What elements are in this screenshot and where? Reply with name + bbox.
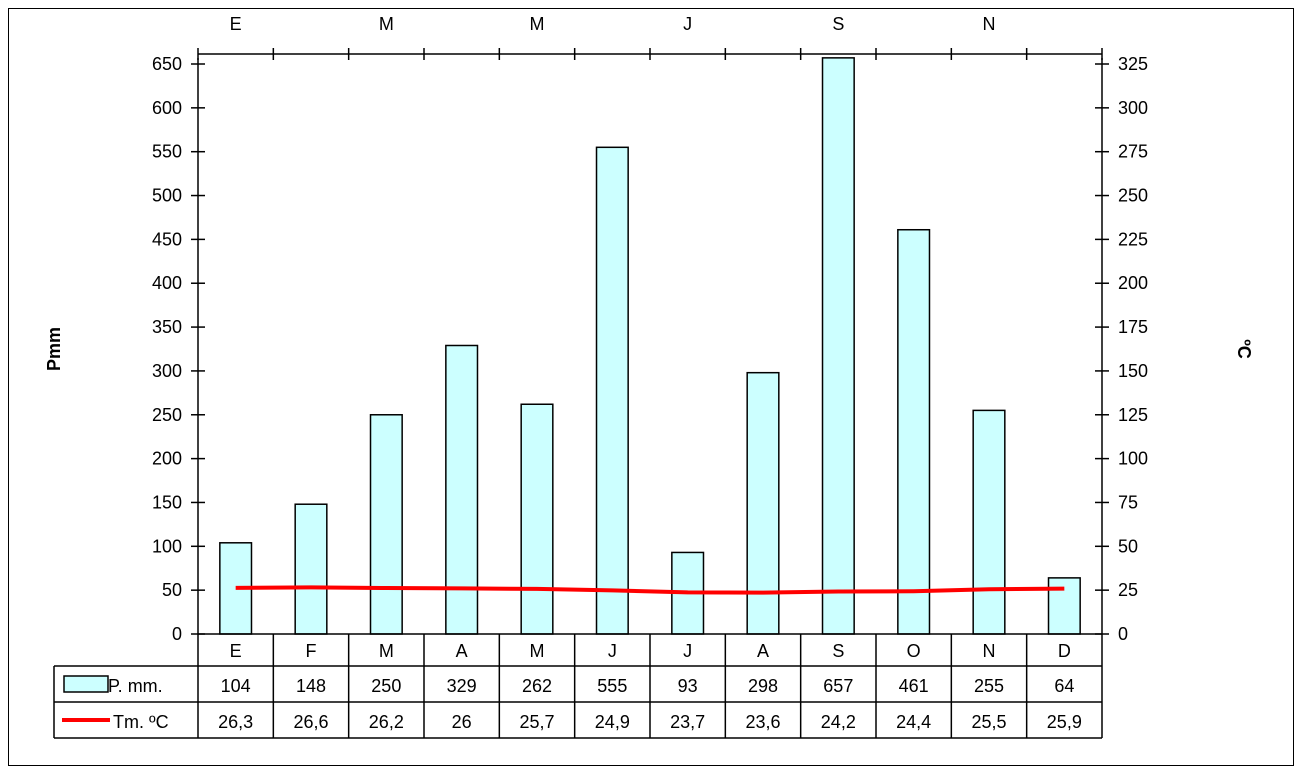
temp-value-cell: 25,9 bbox=[1047, 712, 1082, 732]
right-tick-label: 225 bbox=[1118, 229, 1148, 249]
bar-s-8 bbox=[821, 57, 855, 635]
category-label: N bbox=[983, 641, 996, 661]
temp-value-cell: 24,2 bbox=[821, 712, 856, 732]
precip-value-cell: 461 bbox=[899, 676, 929, 696]
right-tick-label: 175 bbox=[1118, 317, 1148, 337]
temp-value-cell: 23,7 bbox=[670, 712, 705, 732]
right-axis-title: ºC bbox=[1234, 339, 1254, 359]
precip-value-cell: 104 bbox=[221, 676, 251, 696]
category-label: J bbox=[683, 641, 692, 661]
temperature-line bbox=[235, 585, 1065, 595]
left-axis-title: Pmm bbox=[44, 327, 64, 371]
temp-value-cell: 23,6 bbox=[745, 712, 780, 732]
bar-m-2 bbox=[369, 414, 403, 635]
category-label: J bbox=[608, 641, 617, 661]
category-label: M bbox=[530, 641, 545, 661]
temp-value-cell: 26,6 bbox=[293, 712, 328, 732]
precip-value-cell: 64 bbox=[1054, 676, 1074, 696]
precip-value-cell: 255 bbox=[974, 676, 1004, 696]
left-tick-label: 200 bbox=[152, 449, 182, 469]
bar-a-3 bbox=[445, 344, 479, 635]
bar-f-1 bbox=[294, 503, 328, 635]
left-tick-label: 150 bbox=[152, 492, 182, 512]
right-tick-label: 50 bbox=[1118, 536, 1138, 556]
bar-o-9 bbox=[897, 228, 931, 635]
left-tick-label: 350 bbox=[152, 317, 182, 337]
left-tick-label: 300 bbox=[152, 361, 182, 381]
top-axis-label: N bbox=[983, 14, 996, 34]
right-tick-label: 300 bbox=[1118, 98, 1148, 118]
temp-value-cell: 25,7 bbox=[519, 712, 554, 732]
left-tick-label: 100 bbox=[152, 536, 182, 556]
right-tick-label: 75 bbox=[1118, 492, 1138, 512]
category-label: A bbox=[757, 641, 769, 661]
precip-value-cell: 657 bbox=[823, 676, 853, 696]
category-label: F bbox=[306, 641, 317, 661]
bar-j-5 bbox=[595, 146, 629, 635]
right-tick-label: 100 bbox=[1118, 449, 1148, 469]
right-tick-label: 150 bbox=[1118, 361, 1148, 381]
precip-value-cell: 262 bbox=[522, 676, 552, 696]
left-tick-label: 50 bbox=[162, 580, 182, 600]
category-label: D bbox=[1058, 641, 1071, 661]
top-axis-label: S bbox=[832, 14, 844, 34]
temp-value-cell: 24,9 bbox=[595, 712, 630, 732]
legend-label-precip: P. mm. bbox=[108, 676, 163, 696]
precip-value-cell: 93 bbox=[678, 676, 698, 696]
left-tick-label: 0 bbox=[172, 624, 182, 644]
bar-n-10 bbox=[972, 409, 1006, 635]
temp-value-cell: 26 bbox=[452, 712, 472, 732]
bar-d-11 bbox=[1047, 577, 1081, 635]
category-label: E bbox=[230, 641, 242, 661]
chart-frame bbox=[8, 8, 1294, 766]
precip-value-cell: 298 bbox=[748, 676, 778, 696]
left-tick-label: 600 bbox=[152, 98, 182, 118]
category-label: M bbox=[379, 641, 394, 661]
right-tick-label: 0 bbox=[1118, 624, 1128, 644]
top-axis-label: E bbox=[230, 14, 242, 34]
bar-a-7 bbox=[746, 371, 780, 635]
right-tick-label: 25 bbox=[1118, 580, 1138, 600]
right-tick-label: 275 bbox=[1118, 142, 1148, 162]
right-tick-label: 325 bbox=[1118, 54, 1148, 74]
legend-label-temp: Tm. ºC bbox=[113, 712, 169, 732]
precip-value-cell: 555 bbox=[597, 676, 627, 696]
left-tick-label: 550 bbox=[152, 142, 182, 162]
temp-value-cell: 26,3 bbox=[218, 712, 253, 732]
left-tick-label: 250 bbox=[152, 405, 182, 425]
bar-m-4 bbox=[520, 403, 554, 635]
left-tick-label: 450 bbox=[152, 229, 182, 249]
category-label: A bbox=[456, 641, 468, 661]
temp-value-cell: 24,4 bbox=[896, 712, 931, 732]
top-axis-label: J bbox=[683, 14, 692, 34]
temp-value-cell: 26,2 bbox=[369, 712, 404, 732]
left-tick-label: 650 bbox=[152, 54, 182, 74]
right-tick-label: 250 bbox=[1118, 186, 1148, 206]
temp-value-cell: 25,5 bbox=[971, 712, 1006, 732]
right-tick-label: 125 bbox=[1118, 405, 1148, 425]
left-tick-label: 500 bbox=[152, 186, 182, 206]
right-tick-label: 200 bbox=[1118, 273, 1148, 293]
category-label: S bbox=[832, 641, 844, 661]
top-axis-label: M bbox=[379, 14, 394, 34]
legend-key-precip bbox=[63, 675, 109, 693]
top-axis-label: M bbox=[530, 14, 545, 34]
precip-value-cell: 329 bbox=[447, 676, 477, 696]
precip-value-cell: 250 bbox=[371, 676, 401, 696]
category-label: O bbox=[907, 641, 921, 661]
left-tick-label: 400 bbox=[152, 273, 182, 293]
precip-value-cell: 148 bbox=[296, 676, 326, 696]
